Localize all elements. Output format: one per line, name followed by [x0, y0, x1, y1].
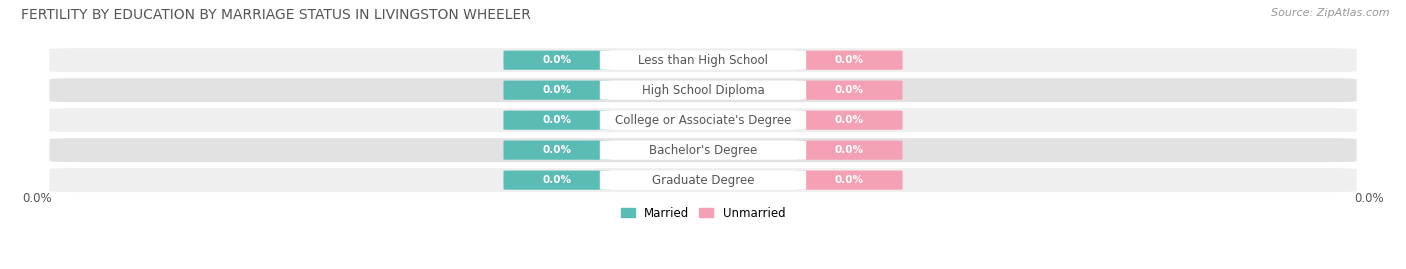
FancyBboxPatch shape — [600, 81, 806, 100]
FancyBboxPatch shape — [796, 81, 903, 100]
Text: FERTILITY BY EDUCATION BY MARRIAGE STATUS IN LIVINGSTON WHEELER: FERTILITY BY EDUCATION BY MARRIAGE STATU… — [21, 8, 531, 22]
Text: 0.0%: 0.0% — [835, 115, 863, 125]
Text: College or Associate's Degree: College or Associate's Degree — [614, 114, 792, 127]
Text: Graduate Degree: Graduate Degree — [652, 174, 754, 187]
FancyBboxPatch shape — [49, 48, 1357, 72]
Text: Less than High School: Less than High School — [638, 54, 768, 67]
Legend: Married, Unmarried: Married, Unmarried — [616, 202, 790, 224]
FancyBboxPatch shape — [49, 78, 1357, 102]
Text: 0.0%: 0.0% — [835, 175, 863, 185]
FancyBboxPatch shape — [49, 138, 1357, 162]
Text: 0.0%: 0.0% — [22, 192, 52, 205]
Text: 0.0%: 0.0% — [543, 175, 571, 185]
Text: 0.0%: 0.0% — [835, 85, 863, 95]
Text: 0.0%: 0.0% — [1354, 192, 1384, 205]
FancyBboxPatch shape — [796, 171, 903, 190]
FancyBboxPatch shape — [600, 171, 806, 190]
FancyBboxPatch shape — [796, 51, 903, 70]
FancyBboxPatch shape — [600, 111, 806, 130]
Text: Bachelor's Degree: Bachelor's Degree — [650, 144, 756, 157]
Text: 0.0%: 0.0% — [543, 115, 571, 125]
FancyBboxPatch shape — [503, 111, 610, 130]
Text: Source: ZipAtlas.com: Source: ZipAtlas.com — [1271, 8, 1389, 18]
FancyBboxPatch shape — [49, 168, 1357, 192]
FancyBboxPatch shape — [49, 108, 1357, 132]
FancyBboxPatch shape — [503, 171, 610, 190]
Text: 0.0%: 0.0% — [543, 85, 571, 95]
FancyBboxPatch shape — [600, 140, 806, 160]
Text: 0.0%: 0.0% — [543, 145, 571, 155]
Text: 0.0%: 0.0% — [543, 55, 571, 65]
Text: 0.0%: 0.0% — [835, 55, 863, 65]
FancyBboxPatch shape — [503, 81, 610, 100]
FancyBboxPatch shape — [796, 140, 903, 160]
FancyBboxPatch shape — [600, 51, 806, 70]
Text: 0.0%: 0.0% — [835, 145, 863, 155]
FancyBboxPatch shape — [503, 51, 610, 70]
Text: High School Diploma: High School Diploma — [641, 84, 765, 97]
FancyBboxPatch shape — [503, 140, 610, 160]
FancyBboxPatch shape — [796, 111, 903, 130]
